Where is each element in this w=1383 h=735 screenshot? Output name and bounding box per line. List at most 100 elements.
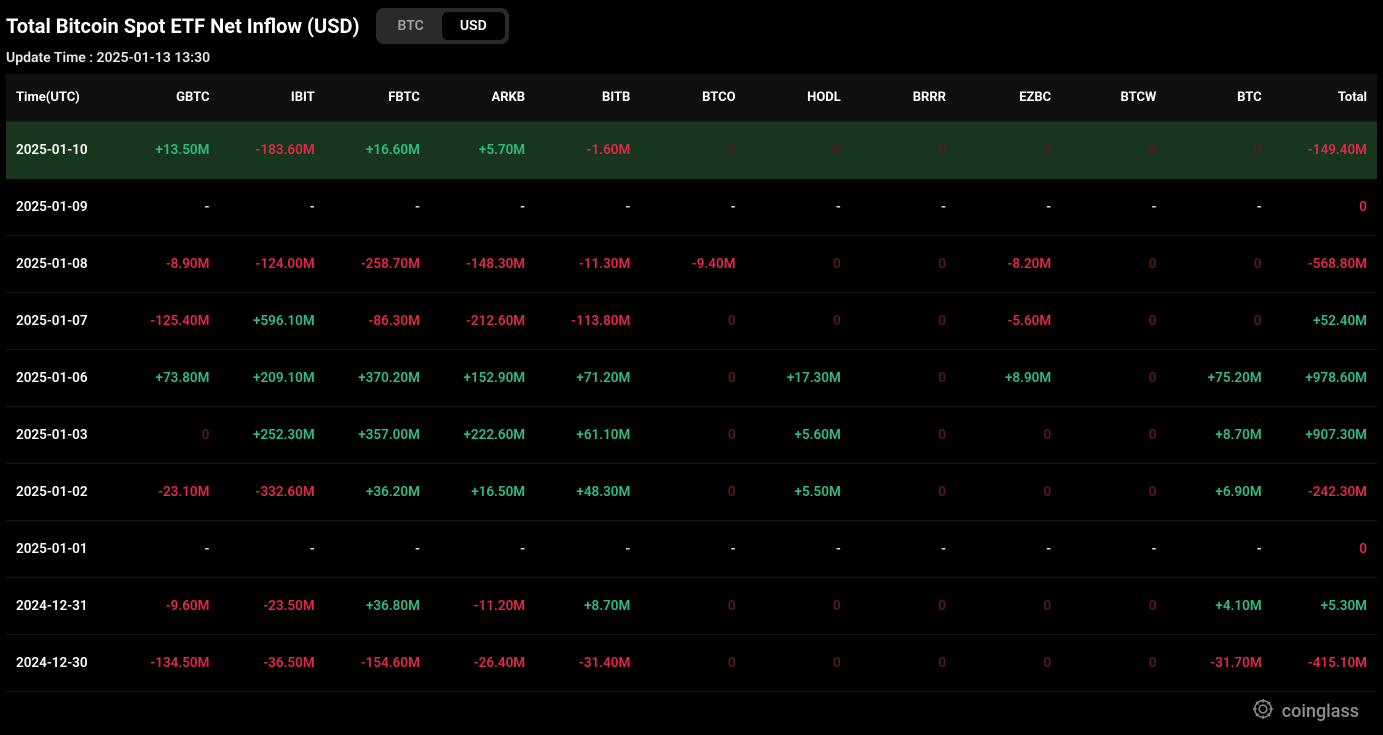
brand-icon xyxy=(1252,698,1274,725)
column-header[interactable]: ARKB xyxy=(430,74,535,122)
value-cell: 0 xyxy=(1272,179,1377,236)
table-row[interactable]: 2025-01-10+13.50M-183.60M+16.60M+5.70M-1… xyxy=(6,122,1377,179)
value-cell: -568.80M xyxy=(1272,236,1377,293)
value-cell: - xyxy=(114,179,219,236)
value-cell: 0 xyxy=(1166,122,1271,179)
value-cell: +152.90M xyxy=(430,350,535,407)
value-cell: +370.20M xyxy=(325,350,430,407)
table-row[interactable]: 2024-12-30-134.50M-36.50M-154.60M-26.40M… xyxy=(6,635,1377,692)
value-cell: - xyxy=(746,179,851,236)
value-cell: 0 xyxy=(1061,464,1166,521)
column-header[interactable]: EZBC xyxy=(956,74,1061,122)
value-cell: +61.10M xyxy=(535,407,640,464)
table-row[interactable]: 2025-01-09-----------0 xyxy=(6,179,1377,236)
value-cell: 0 xyxy=(1272,521,1377,578)
value-cell: - xyxy=(430,521,535,578)
column-header[interactable]: BTCW xyxy=(1061,74,1166,122)
value-cell: -258.70M xyxy=(325,236,430,293)
value-cell: - xyxy=(1166,179,1271,236)
etf-table: Time(UTC)GBTCIBITFBTCARKBBITBBTCOHODLBRR… xyxy=(6,74,1377,692)
value-cell: -242.30M xyxy=(1272,464,1377,521)
value-cell: 0 xyxy=(746,293,851,350)
value-cell: - xyxy=(851,179,956,236)
value-cell: 0 xyxy=(1061,293,1166,350)
value-cell: - xyxy=(640,521,745,578)
column-header[interactable]: Time(UTC) xyxy=(6,74,114,122)
value-cell: -86.30M xyxy=(325,293,430,350)
value-cell: +16.60M xyxy=(325,122,430,179)
column-header[interactable]: Total xyxy=(1272,74,1377,122)
column-header[interactable]: GBTC xyxy=(114,74,219,122)
page-title: Total Bitcoin Spot ETF Net Inflow (USD) xyxy=(6,14,360,38)
value-cell: 0 xyxy=(851,122,956,179)
date-cell: 2024-12-30 xyxy=(6,635,114,692)
value-cell: -124.00M xyxy=(219,236,324,293)
date-cell: 2024-12-31 xyxy=(6,578,114,635)
value-cell: +36.20M xyxy=(325,464,430,521)
table-row[interactable]: 2025-01-01-----------0 xyxy=(6,521,1377,578)
value-cell: 0 xyxy=(1061,122,1166,179)
value-cell: 0 xyxy=(640,578,745,635)
value-cell: +71.20M xyxy=(535,350,640,407)
value-cell: - xyxy=(219,179,324,236)
date-cell: 2025-01-10 xyxy=(6,122,114,179)
value-cell: 0 xyxy=(851,407,956,464)
column-header[interactable]: BITB xyxy=(535,74,640,122)
value-cell: -31.40M xyxy=(535,635,640,692)
value-cell: -332.60M xyxy=(219,464,324,521)
value-cell: 0 xyxy=(746,635,851,692)
table-row[interactable]: 2025-01-030+252.30M+357.00M+222.60M+61.1… xyxy=(6,407,1377,464)
value-cell: 0 xyxy=(746,578,851,635)
value-cell: +5.70M xyxy=(430,122,535,179)
value-cell: -5.60M xyxy=(956,293,1061,350)
etf-table-container: Time(UTC)GBTCIBITFBTCARKBBITBBTCOHODLBRR… xyxy=(0,74,1383,692)
value-cell: -11.20M xyxy=(430,578,535,635)
value-cell: -212.60M xyxy=(430,293,535,350)
column-header[interactable]: IBIT xyxy=(219,74,324,122)
value-cell: -36.50M xyxy=(219,635,324,692)
value-cell: 0 xyxy=(1061,350,1166,407)
value-cell: 0 xyxy=(956,635,1061,692)
value-cell: -26.40M xyxy=(430,635,535,692)
value-cell: - xyxy=(746,521,851,578)
value-cell: 0 xyxy=(956,578,1061,635)
value-cell: - xyxy=(535,179,640,236)
value-cell: +5.60M xyxy=(746,407,851,464)
value-cell: - xyxy=(640,179,745,236)
value-cell: +48.30M xyxy=(535,464,640,521)
value-cell: +222.60M xyxy=(430,407,535,464)
value-cell: - xyxy=(325,521,430,578)
value-cell: - xyxy=(325,179,430,236)
table-row[interactable]: 2025-01-07-125.40M+596.10M-86.30M-212.60… xyxy=(6,293,1377,350)
column-header[interactable]: FBTC xyxy=(325,74,430,122)
table-row[interactable]: 2025-01-08-8.90M-124.00M-258.70M-148.30M… xyxy=(6,236,1377,293)
value-cell: 0 xyxy=(640,635,745,692)
value-cell: +75.20M xyxy=(1166,350,1271,407)
value-cell: +13.50M xyxy=(114,122,219,179)
value-cell: +5.30M xyxy=(1272,578,1377,635)
table-row[interactable]: 2025-01-06+73.80M+209.10M+370.20M+152.90… xyxy=(6,350,1377,407)
value-cell: +357.00M xyxy=(325,407,430,464)
toggle-btc[interactable]: BTC xyxy=(380,12,442,40)
table-row[interactable]: 2024-12-31-9.60M-23.50M+36.80M-11.20M+8.… xyxy=(6,578,1377,635)
date-cell: 2025-01-02 xyxy=(6,464,114,521)
value-cell: - xyxy=(851,521,956,578)
table-row[interactable]: 2025-01-02-23.10M-332.60M+36.20M+16.50M+… xyxy=(6,464,1377,521)
value-cell: 0 xyxy=(1061,236,1166,293)
column-header[interactable]: BTC xyxy=(1166,74,1271,122)
watermark: coinglass xyxy=(1252,698,1359,725)
value-cell: 0 xyxy=(640,350,745,407)
value-cell: +4.10M xyxy=(1166,578,1271,635)
value-cell: 0 xyxy=(640,464,745,521)
toggle-usd[interactable]: USD xyxy=(442,12,505,40)
column-header[interactable]: BRRR xyxy=(851,74,956,122)
value-cell: +907.30M xyxy=(1272,407,1377,464)
value-cell: 0 xyxy=(640,407,745,464)
value-cell: - xyxy=(956,179,1061,236)
column-header[interactable]: BTCO xyxy=(640,74,745,122)
value-cell: -31.70M xyxy=(1166,635,1271,692)
value-cell: 0 xyxy=(640,122,745,179)
value-cell: 0 xyxy=(1166,293,1271,350)
column-header[interactable]: HODL xyxy=(746,74,851,122)
value-cell: -148.30M xyxy=(430,236,535,293)
